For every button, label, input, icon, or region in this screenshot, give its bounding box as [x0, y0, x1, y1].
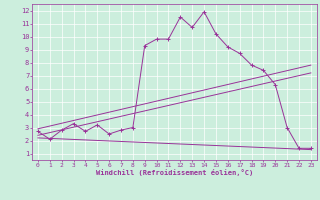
X-axis label: Windchill (Refroidissement éolien,°C): Windchill (Refroidissement éolien,°C) [96, 169, 253, 176]
